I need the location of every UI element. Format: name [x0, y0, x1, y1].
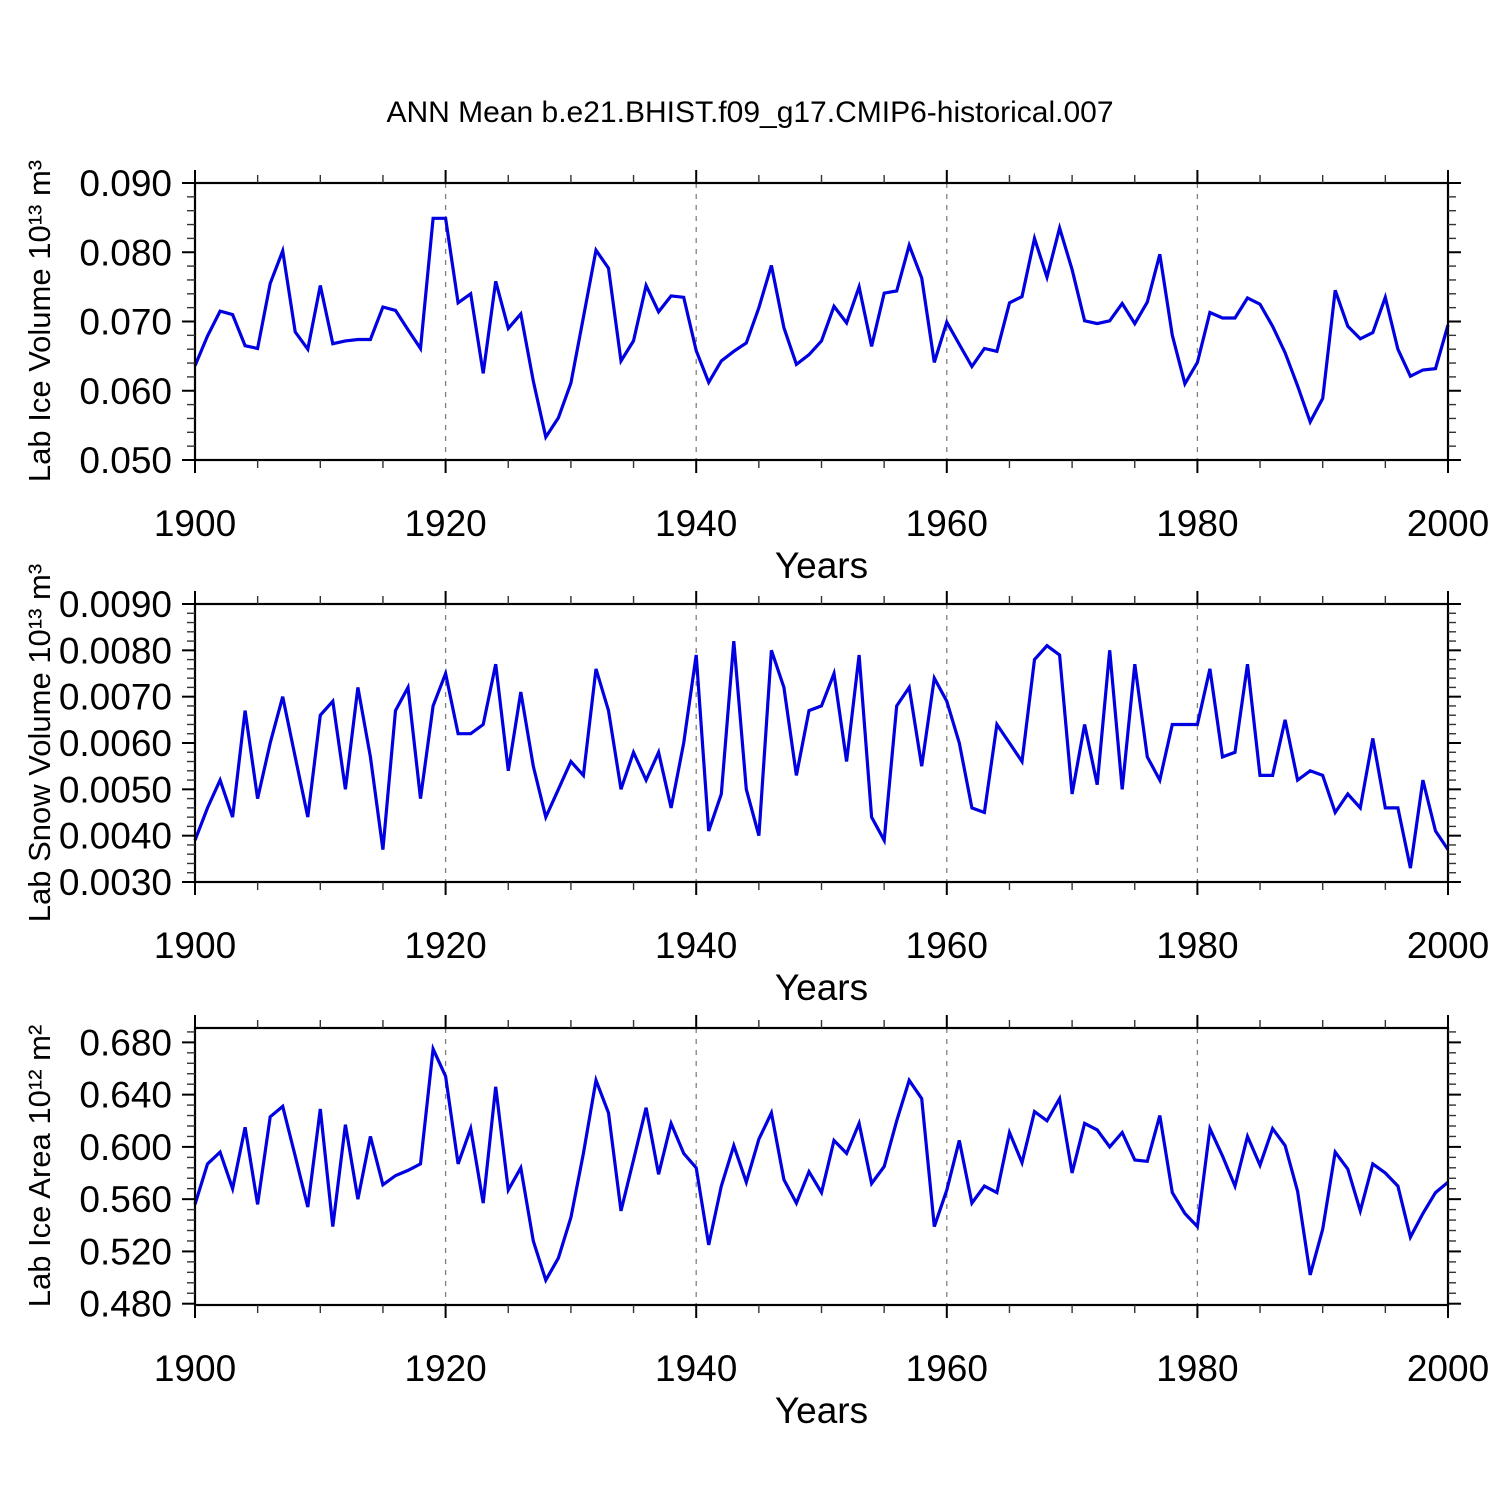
y-tick-label: 0.090: [79, 163, 172, 204]
x-tick-label: 1980: [1156, 925, 1238, 966]
x-tick-label: 1960: [906, 1348, 988, 1389]
x-tick-label: 1900: [154, 925, 236, 966]
y-tick-label: 0.0080: [59, 630, 172, 671]
y-tick-label: 0.0040: [59, 816, 172, 857]
x-tick-label: 1980: [1156, 503, 1238, 544]
y-tick-label: 0.060: [79, 371, 172, 412]
x-tick-label: 2000: [1407, 925, 1489, 966]
y-tick-label: 0.640: [79, 1075, 172, 1116]
x-tick-label: 1960: [906, 925, 988, 966]
x-tick-label: 1920: [404, 503, 486, 544]
x-axis-title: Years: [775, 545, 868, 586]
y-tick-label: 0.560: [79, 1179, 172, 1220]
x-tick-label: 1940: [655, 1348, 737, 1389]
y-tick-label: 0.0050: [59, 769, 172, 810]
data-line: [193, 1042, 1450, 1285]
y-tick-label: 0.520: [79, 1231, 172, 1272]
x-tick-label: 1940: [655, 503, 737, 544]
x-axis-title: Years: [775, 967, 868, 1008]
x-tick-label: 1900: [154, 503, 236, 544]
y-tick-label: 0.070: [79, 302, 172, 343]
chart-panel-2: 0.0030 0.0040 0.0050 0.0060 0.0070 0.0080 0.00…: [59, 584, 1489, 1008]
x-tick-label: 1960: [906, 503, 988, 544]
y-tick-label: 0.0060: [59, 723, 172, 764]
y-tick-label: 0.0090: [59, 584, 172, 625]
chart-panel-3: 0.480 0.520 0.560 0.600 0.640 0.680 1900 1920 19…: [79, 1015, 1489, 1431]
chart-panel-1: 0.050 0.060 0.070 0.080 0.090 1900 1920 1940 196…: [79, 163, 1489, 586]
x-tick-label: 2000: [1407, 503, 1489, 544]
x-tick-label: 2000: [1407, 1348, 1489, 1389]
data-line: [193, 216, 1450, 442]
plot-frame: [193, 181, 1450, 462]
y-tick-label: 0.080: [79, 232, 172, 273]
data-line: [193, 640, 1450, 869]
y-tick-label: 0.0030: [59, 862, 172, 903]
y-tick-label: 0.050: [79, 440, 172, 481]
x-tick-label: 1980: [1156, 1348, 1238, 1389]
y-tick-label: 0.480: [79, 1284, 172, 1325]
y-tick-label: 0.0070: [59, 677, 172, 718]
figure-title: ANN Mean b.e21.BHIST.f09_g17.CMIP6-histo…: [386, 96, 1114, 129]
x-tick-label: 1900: [154, 1348, 236, 1389]
x-axis-title: Years: [775, 1390, 868, 1431]
x-tick-label: 1920: [404, 1348, 486, 1389]
x-tick-label: 1920: [404, 925, 486, 966]
y-tick-label: 0.600: [79, 1127, 172, 1168]
x-tick-label: 1940: [655, 925, 737, 966]
y-tick-label: 0.680: [79, 1022, 172, 1063]
